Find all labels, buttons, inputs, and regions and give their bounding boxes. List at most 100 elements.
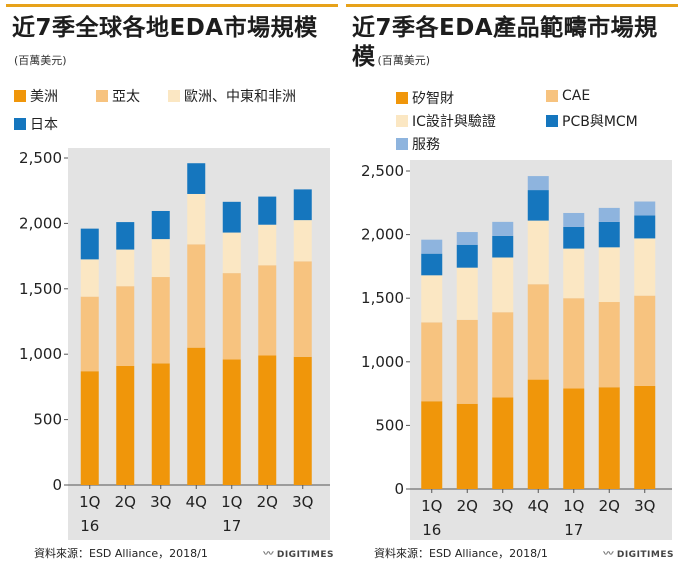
bar-segment (293, 261, 312, 357)
bar-segment (116, 222, 135, 250)
x-tick-label: 17 (564, 521, 583, 539)
legend-swatch (396, 138, 408, 150)
bar-segment (563, 248, 585, 299)
x-tick-label: 2Q (457, 497, 478, 515)
x-tick-label: 16 (422, 521, 441, 539)
bar-segment (80, 228, 99, 260)
bar-segment (527, 379, 549, 489)
legend-swatch (168, 90, 180, 102)
x-tick-label: 2Q (599, 497, 620, 515)
legend-label: 矽智財 (412, 91, 454, 107)
x-tick-label: 1Q (563, 497, 584, 515)
bar-segment (456, 232, 478, 245)
x-tick-label: 1Q (79, 493, 100, 511)
legend-item-americas: 美洲 (14, 86, 58, 106)
bar-segment (456, 267, 478, 320)
y-tick-label: 2,500 (19, 149, 62, 167)
chart-panel-products: 近7季各EDA產品範疇市場規模 (百萬美元) 矽智財 CAE IC設計與驗證 PC… (346, 0, 678, 576)
bar-segment (456, 403, 478, 489)
x-tick-label: 4Q (528, 497, 549, 515)
bar-segment (258, 224, 277, 266)
bar-segment (492, 235, 514, 258)
bar-segment (258, 265, 277, 356)
bar-segment (151, 277, 170, 364)
bar-segment (151, 363, 170, 485)
chart-unit-note: (百萬美元) (377, 54, 431, 67)
bar-segment (634, 385, 656, 489)
panel-top-rule (346, 4, 678, 7)
x-tick-label: 3Q (292, 493, 313, 511)
bar-segment (634, 295, 656, 386)
legend-swatch (396, 92, 408, 104)
bar-segment (563, 212, 585, 227)
legend-label: 歐洲、中東和非洲 (184, 89, 296, 105)
x-tick-label: 4Q (186, 493, 207, 511)
brand-name: DIGITIMES (616, 550, 674, 560)
x-tick-label: 2Q (115, 493, 136, 511)
chart-panel-regions: 近7季全球各地EDA市場規模 (百萬美元) 美洲 亞太 歐洲、中東和非洲 日本 0… (6, 0, 338, 576)
x-tick-label: 16 (80, 517, 99, 535)
y-tick-label: 2,000 (19, 214, 62, 232)
legend-label: PCB與MCM (562, 114, 638, 130)
legend-swatch (546, 90, 558, 102)
y-tick-label: 0 (52, 476, 62, 494)
chart-title-text: 近7季各EDA產品範疇市場規模 (352, 15, 658, 70)
bar-segment (116, 249, 135, 287)
x-tick-label: 3Q (492, 497, 513, 515)
legend-label: 美洲 (30, 89, 58, 105)
legend-label: CAE (562, 88, 591, 104)
bar-segment (634, 238, 656, 296)
stacked-bar-chart-regions: 0 500 1,000 1,500 2,000 2,500 1Q 16 2Q 3Q 4Q 1Q 17 2Q… (19, 149, 330, 535)
legend-swatch (14, 118, 26, 130)
bar-segment (293, 356, 312, 485)
bar-segment (492, 221, 514, 236)
bar-segment (222, 359, 241, 485)
brand-name: DIGITIMES (276, 550, 334, 560)
bar-segment (598, 302, 620, 388)
x-tick-label: 3Q (634, 497, 655, 515)
brand-logo: 〰 DIGITIMES (263, 545, 334, 560)
bar-segment (222, 273, 241, 360)
bar-segment (293, 189, 312, 221)
bar-segment (492, 257, 514, 313)
bar-segment (187, 347, 206, 485)
bird-icon: 〰 (603, 549, 614, 560)
bar-segment (598, 387, 620, 489)
bar-segment (187, 193, 206, 245)
bar-segment (492, 312, 514, 398)
bar-segment (563, 226, 585, 249)
chart-title: 近7季全球各地EDA市場規模 (百萬美元) (12, 14, 330, 75)
bar-segment (222, 201, 241, 233)
bar-segment (421, 239, 443, 254)
bar-segment (563, 298, 585, 389)
bar-segment (527, 220, 549, 285)
bar-segment (421, 322, 443, 402)
legend-swatch (96, 90, 108, 102)
bar-segment (258, 355, 277, 485)
bar-segment (598, 247, 620, 303)
bar-segment (222, 232, 241, 274)
panel-top-rule (6, 4, 338, 7)
x-tick-label: 1Q (221, 493, 242, 511)
bar-segment (116, 365, 135, 485)
y-tick-label: 1,000 (19, 345, 62, 363)
bar-segment (80, 296, 99, 372)
bar-segment (187, 163, 206, 194)
brand-logo: 〰 DIGITIMES (603, 545, 674, 560)
legend-item-cae: CAE (546, 88, 590, 104)
bar-segment (116, 286, 135, 366)
bar-segment (634, 201, 656, 216)
bar-segment (456, 319, 478, 404)
legend-label: 日本 (30, 117, 58, 133)
x-tick-label: 1Q (421, 497, 442, 515)
chart-title: 近7季各EDA產品範疇市場規模 (百萬美元) (352, 14, 670, 75)
y-tick-label: 1,000 (361, 353, 404, 371)
bar-segment (151, 239, 170, 278)
legend-item-ic-design: IC設計與驗證 (396, 111, 496, 131)
legend-item-pcb-mcm: PCB與MCM (546, 111, 638, 131)
y-tick-label: 500 (33, 411, 62, 429)
legend-item-japan: 日本 (14, 114, 58, 134)
legend-item-apac: 亞太 (96, 86, 140, 106)
bar-segment (563, 388, 585, 489)
bar-segment (151, 210, 170, 240)
